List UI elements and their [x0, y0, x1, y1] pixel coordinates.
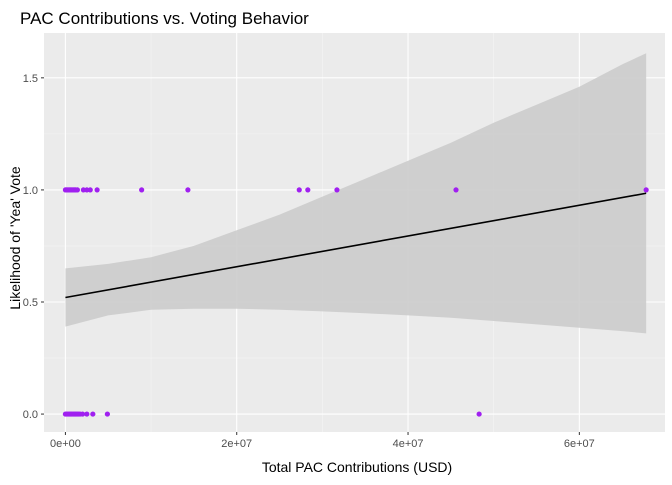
data-point: [94, 187, 100, 193]
y-tick-label: 1.5: [23, 73, 38, 85]
fit-line: [65, 192, 647, 299]
data-point: [84, 411, 90, 417]
y-tick-label: 0.5: [23, 297, 38, 309]
data-point: [643, 187, 649, 193]
data-point: [453, 187, 459, 193]
data-point: [87, 187, 93, 193]
data-point: [476, 411, 482, 417]
x-axis-label: Total PAC Contributions (USD): [262, 459, 452, 475]
data-point: [74, 187, 81, 193]
x-axis-ticks: 0e+00 2e+07 4e+07 6e+07: [50, 432, 595, 450]
y-tick-label: 1.0: [23, 185, 38, 197]
confidence-band: [65, 53, 647, 334]
y-axis-ticks: 0.0 0.5 1.0 1.5: [23, 73, 44, 421]
data-point: [104, 411, 110, 417]
x-tick-label: 6e+07: [564, 438, 595, 450]
x-tick-label: 2e+07: [221, 438, 252, 450]
data-point: [90, 411, 96, 417]
data-point: [185, 187, 191, 193]
x-tick-label: 0e+00: [50, 438, 81, 450]
data-point: [296, 187, 302, 193]
data-point: [305, 187, 311, 193]
chart-title: PAC Contributions vs. Voting Behavior: [20, 9, 309, 28]
data-point: [79, 411, 86, 417]
x-tick-label: 4e+07: [393, 438, 424, 450]
data-point: [139, 187, 145, 193]
y-tick-label: 0.0: [23, 409, 38, 421]
data-point: [334, 187, 340, 193]
y-axis-label: Likelihood of 'Yea' Vote: [7, 166, 23, 310]
data-points: [62, 187, 649, 417]
